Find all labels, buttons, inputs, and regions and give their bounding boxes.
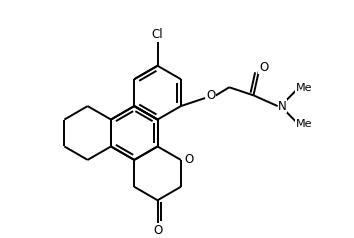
Text: Cl: Cl bbox=[152, 28, 163, 41]
Text: O: O bbox=[153, 224, 162, 237]
Text: O: O bbox=[184, 154, 193, 166]
Text: Me: Me bbox=[296, 119, 313, 129]
Text: N: N bbox=[278, 99, 287, 113]
Text: O: O bbox=[259, 61, 268, 74]
Text: O: O bbox=[206, 89, 216, 102]
Text: Me: Me bbox=[296, 83, 313, 93]
